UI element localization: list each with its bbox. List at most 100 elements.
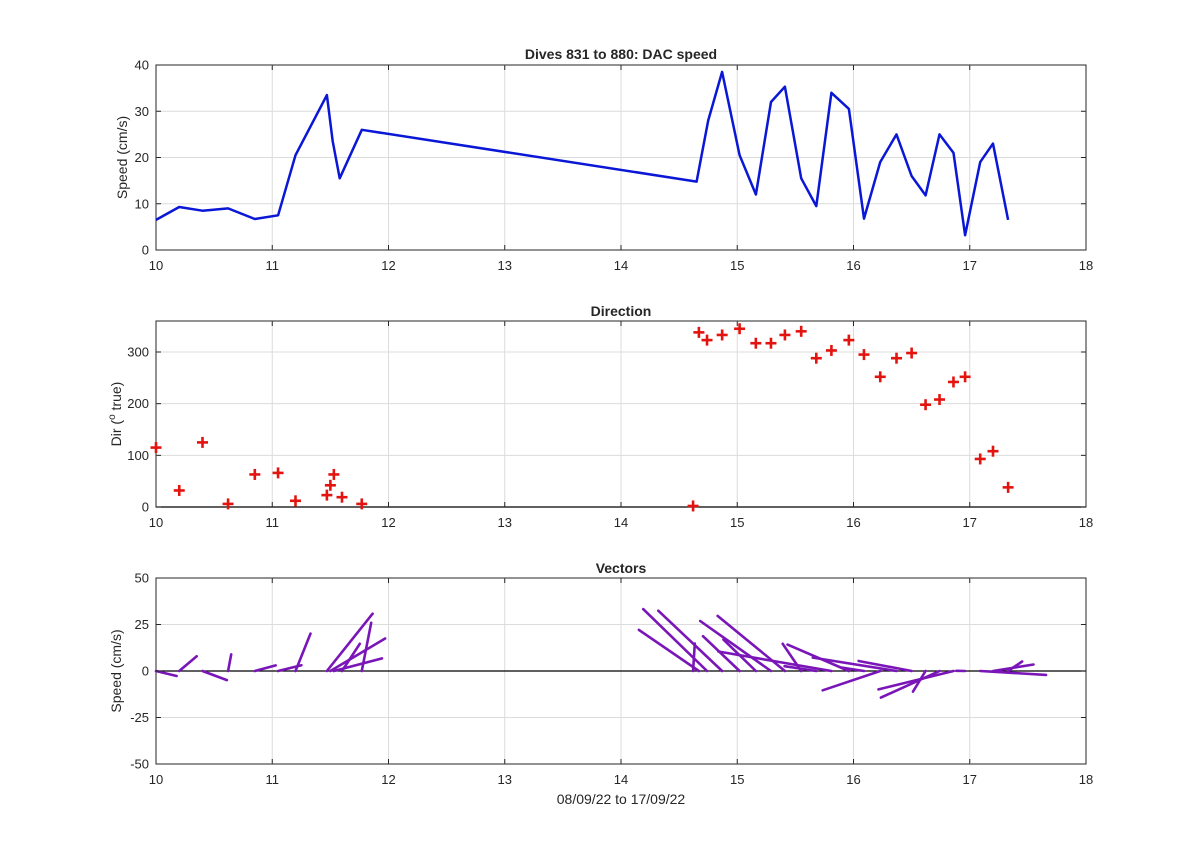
direction-xtick-label: 15 [730,515,744,530]
direction-xtick-label: 14 [614,515,628,530]
direction-point [222,498,234,510]
speed-xtick-label: 17 [963,258,977,273]
direction-ytick-label: 0 [142,500,149,515]
direction-point [779,329,791,341]
vector-stick [698,619,773,673]
vector-stick [821,669,882,692]
speed-xtick-label: 13 [498,258,512,273]
direction-point [693,326,705,338]
direction-point [321,489,333,501]
direction-xtick-label: 17 [963,515,977,530]
vector-stick [783,664,818,673]
speed-ytick-label: 30 [135,104,149,119]
vectors-ticks: 10 11 12 13 14 15 16 17 18 -50 -25 0 25 50 [130,571,1093,788]
vector-stick [325,612,374,673]
vectors-ytick-label: -50 [130,757,149,772]
direction-point [974,453,986,465]
speed-marks [155,70,1010,237]
vectors-xtick-label: 17 [963,772,977,787]
direction-point [810,352,822,364]
vector-stick [978,669,1048,677]
vector-stick [857,659,913,673]
speed-ylabel: Speed (cm/s) [114,116,130,199]
direction-ylabel-suffix: true) [108,382,124,415]
speed-xtick-label: 11 [266,258,280,273]
direction-point [858,349,870,361]
speed-grid [156,65,1086,250]
vectors-ytick-label: 50 [135,571,149,586]
vectors-ytick-label: 25 [135,617,149,632]
vector-stick [294,632,312,673]
direction-ytick-label: 200 [127,396,149,411]
direction-point [920,399,932,411]
vectors-ytick-label: -25 [130,710,149,725]
direction-point [249,468,261,480]
direction-ytick-label: 300 [127,345,149,360]
vectors-xtick-label: 14 [614,772,628,787]
speed-ytick-label: 0 [142,243,149,258]
direction-xtick-label: 18 [1079,515,1093,530]
vector-stick [717,650,833,673]
direction-point [197,436,208,448]
vector-stick [201,669,229,682]
direction-point [934,394,946,406]
vectors-ytick-label: 0 [142,664,149,679]
direction-panel: 10 11 12 13 14 15 16 17 18 0 100 200 300 Direction D… [107,303,1093,530]
direction-point [716,329,728,341]
vectors-xtick-label: 10 [149,772,163,787]
vectors-xtick-label: 16 [846,772,860,787]
direction-point [336,491,348,503]
direction-point [328,468,340,480]
vector-stick [701,634,741,673]
vector-stick [877,669,955,691]
speed-ytick-label: 20 [135,150,149,165]
vector-stick [360,621,373,673]
direction-ytick-label: 100 [127,448,149,463]
vector-stick [177,654,198,673]
vectors-xtick-label: 11 [266,772,280,787]
direction-xtick-label: 12 [381,515,395,530]
direction-point [987,445,999,457]
direction-point [324,479,336,491]
vector-stick [637,628,701,673]
speed-xtick-label: 18 [1079,258,1093,273]
direction-point [734,323,746,335]
vector-stick [1006,660,1024,673]
direction-xtick-label: 11 [266,515,280,530]
direction-xtick-label: 13 [498,515,512,530]
direction-point [959,371,971,383]
speed-series-line [155,70,1010,237]
vector-stick [641,607,709,673]
direction-point [750,337,762,349]
vector-stick [226,653,233,673]
direction-point [1002,481,1014,493]
direction-point [356,498,368,510]
vector-stick [879,669,941,699]
vectors-marks [154,607,1086,699]
speed-xtick-label: 15 [730,258,744,273]
speed-ytick-label: 40 [135,58,149,73]
vector-stick [656,609,724,673]
vector-stick [329,637,387,673]
vector-stick [340,642,362,673]
vector-stick [253,664,278,673]
direction-point [150,442,162,454]
vectors-xtick-label: 15 [730,772,744,787]
vectors-xtick-label: 12 [381,772,395,787]
speed-ytick-label: 10 [135,196,149,211]
direction-xtick-label: 16 [846,515,860,530]
direction-point [825,344,837,356]
direction-ylabel: Dir (o true) [107,382,124,447]
direction-point [947,376,959,388]
direction-point [891,352,903,364]
direction-point [765,337,777,349]
direction-marks [150,323,1086,512]
vectors-ylabel: Speed (cm/s) [108,629,124,712]
speed-xtick-label: 12 [381,258,395,273]
vectors-xtick-label: 13 [498,772,512,787]
direction-xtick-label: 10 [149,515,163,530]
speed-xtick-label: 16 [846,258,860,273]
